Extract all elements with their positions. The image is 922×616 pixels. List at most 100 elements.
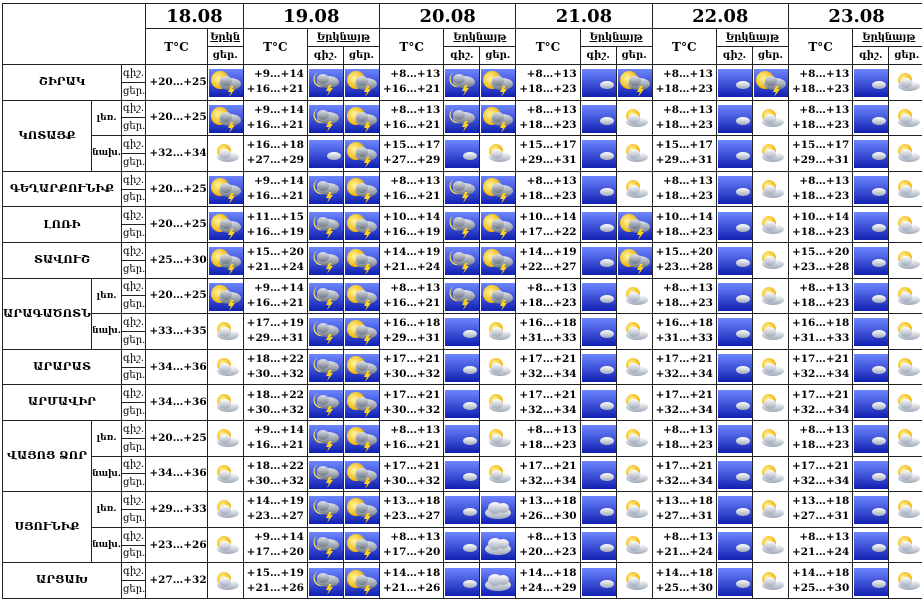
day-weather: [615, 526, 653, 564]
suncloud-icon: [209, 568, 243, 596]
night-temp: +16…+18: [246, 139, 304, 152]
night-weather: [715, 277, 753, 315]
night-weather: [306, 526, 344, 564]
suncloud-icon: [754, 212, 788, 240]
night-temp: +16…+18: [382, 317, 441, 330]
night-temp: +13…+18: [791, 495, 850, 508]
suncloud-icon: [890, 568, 922, 596]
night-temp: +17…+21: [382, 353, 441, 366]
day-temp: +32…+34: [791, 403, 850, 416]
temp-range: +17…+21 +30…+32: [378, 455, 445, 493]
day-weather: [342, 135, 380, 172]
day-weather: [615, 135, 653, 172]
night-weather: [306, 99, 344, 137]
night-weather: [443, 206, 481, 243]
night-temp: +10…+14: [382, 210, 441, 223]
night-temp: +13…+18: [519, 495, 577, 508]
temp-range: +8…+13 +18…+23: [651, 170, 717, 208]
temp-range: +16…+18 +31…+33: [787, 313, 854, 350]
day-weather: [888, 170, 922, 208]
suncloud-icon: [618, 283, 652, 311]
temp-18-08: +33…+35: [145, 313, 208, 350]
moon-icon: [854, 212, 888, 240]
day-weather: [888, 384, 922, 421]
night-weather: [579, 348, 617, 386]
temp-18-08: +34…+36: [145, 348, 208, 386]
moon-icon: [854, 176, 888, 204]
suncloud-icon: [754, 283, 788, 311]
temp-range: +8…+13 +20…+23: [515, 526, 581, 564]
region-name: ՍՅՈՒՆԻՔ: [1, 491, 93, 564]
temp-18-08: +23…+26: [145, 526, 208, 564]
suncloud-icon: [890, 532, 922, 560]
day-temp: +30…+32: [246, 474, 304, 487]
night-header: գիշ.: [306, 46, 344, 65]
night-weather: [579, 526, 617, 564]
temp-header: T°C: [378, 28, 445, 65]
night-weather: [715, 135, 753, 172]
suncloud-icon: [890, 176, 922, 204]
weather-18-08: [206, 99, 244, 137]
suncloud-icon: [618, 532, 652, 560]
moon-icon: [854, 568, 888, 596]
day-weather: [342, 99, 380, 137]
day-temp: +32…+34: [519, 368, 577, 381]
day-temp: +29…+31: [655, 154, 713, 167]
temp-range: +17…+21 +32…+34: [515, 455, 581, 493]
nightstorm-icon: [445, 105, 479, 133]
night-weather: [443, 419, 481, 457]
day-label: ցեր.: [120, 224, 147, 243]
temp-range: +11…+15 +16…+19: [242, 206, 308, 243]
night-weather: [443, 313, 481, 350]
moon-icon: [854, 247, 888, 275]
night-weather: [715, 562, 753, 599]
night-temp: +15…+17: [791, 139, 850, 152]
night-weather: [579, 313, 617, 350]
night-weather: [852, 384, 890, 421]
day-weather: [888, 99, 922, 137]
suncloud-icon: [890, 354, 922, 382]
day-weather: [751, 170, 789, 208]
night-weather: [306, 455, 344, 493]
night-temp: +8…+13: [799, 281, 850, 294]
night-temp: +8…+13: [390, 424, 441, 437]
night-temp: +9…+14: [253, 424, 304, 437]
night-weather: [579, 384, 617, 421]
temp-range: +17…+21 +32…+34: [515, 384, 581, 421]
night-temp: +10…+14: [519, 210, 577, 223]
temp-18-08: +32…+34: [145, 135, 208, 172]
day-temp: +30…+32: [382, 474, 441, 487]
night-temp: +9…+14: [253, 175, 304, 188]
night-weather: [306, 491, 344, 528]
day-header: ցեր.: [206, 46, 244, 65]
night-weather: [579, 99, 617, 137]
day-temp: +16…+21: [382, 439, 441, 452]
suncloud-icon: [618, 140, 652, 168]
day-temp: +23…+27: [382, 510, 441, 523]
temp-range: +8…+13 +16…+21: [378, 99, 445, 137]
temp-range: +17…+21 +32…+34: [787, 348, 854, 386]
temp-range: +18…+22 +30…+32: [242, 384, 308, 421]
night-temp: +8…+13: [390, 103, 441, 116]
night-temp: +9…+14: [253, 103, 304, 116]
day-weather: [342, 241, 380, 279]
temp-18-08: +20…+25: [145, 170, 208, 208]
nightstorm-icon: [309, 283, 343, 311]
sky-header: Երկնայթ: [715, 28, 789, 47]
cloud-icon: [481, 532, 515, 560]
moon-icon: [718, 140, 752, 168]
subregion-label: լեռ.: [91, 99, 122, 137]
day-temp: +24…+29: [519, 581, 577, 594]
day-weather: [615, 562, 653, 599]
night-weather: [443, 562, 481, 599]
temp-range: +17…+21 +30…+32: [378, 348, 445, 386]
night-weather: [443, 99, 481, 137]
day-temp: +18…+23: [791, 190, 850, 203]
day-temp: +16…+21: [382, 190, 441, 203]
temp-range: +8…+13 +18…+23: [787, 64, 854, 101]
suncloud-icon: [481, 318, 515, 346]
day-label: ցեր.: [120, 508, 147, 528]
temp-range: +15…+17 +29…+31: [651, 135, 717, 172]
night-label: գիշ.: [120, 455, 147, 475]
nightstorm-icon: [309, 496, 343, 524]
